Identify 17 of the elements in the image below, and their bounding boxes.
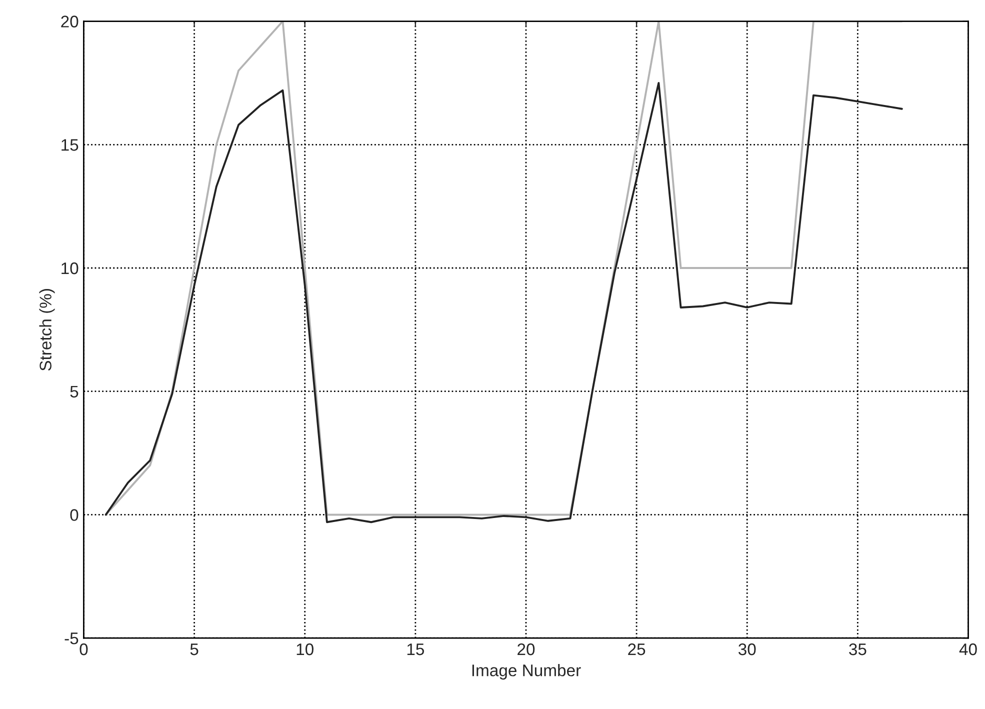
y-tick-label: 5 [70, 386, 78, 398]
y-tick-label: 0 [70, 509, 78, 521]
x-tick-label: 5 [190, 644, 198, 656]
x-tick-label: 0 [80, 643, 88, 656]
y-tick-label: 20 [61, 16, 78, 28]
y-tick-label: 15 [62, 139, 78, 151]
x-tick-label: 25 [628, 643, 646, 656]
x-tick-label: 35 [849, 643, 866, 656]
x-tick-label: 10 [296, 643, 314, 656]
y-axis-title: Stretch (%) [39, 289, 55, 371]
x-tick-label: 20 [518, 643, 535, 656]
x-tick-label: 15 [407, 644, 424, 656]
x-axis-title: Image Number [472, 664, 581, 680]
x-tick-label: 40 [959, 643, 977, 656]
x-tick-label: 30 [738, 643, 756, 656]
y-tick-label: -5 [64, 632, 78, 644]
y-tick-label: 10 [62, 262, 78, 274]
